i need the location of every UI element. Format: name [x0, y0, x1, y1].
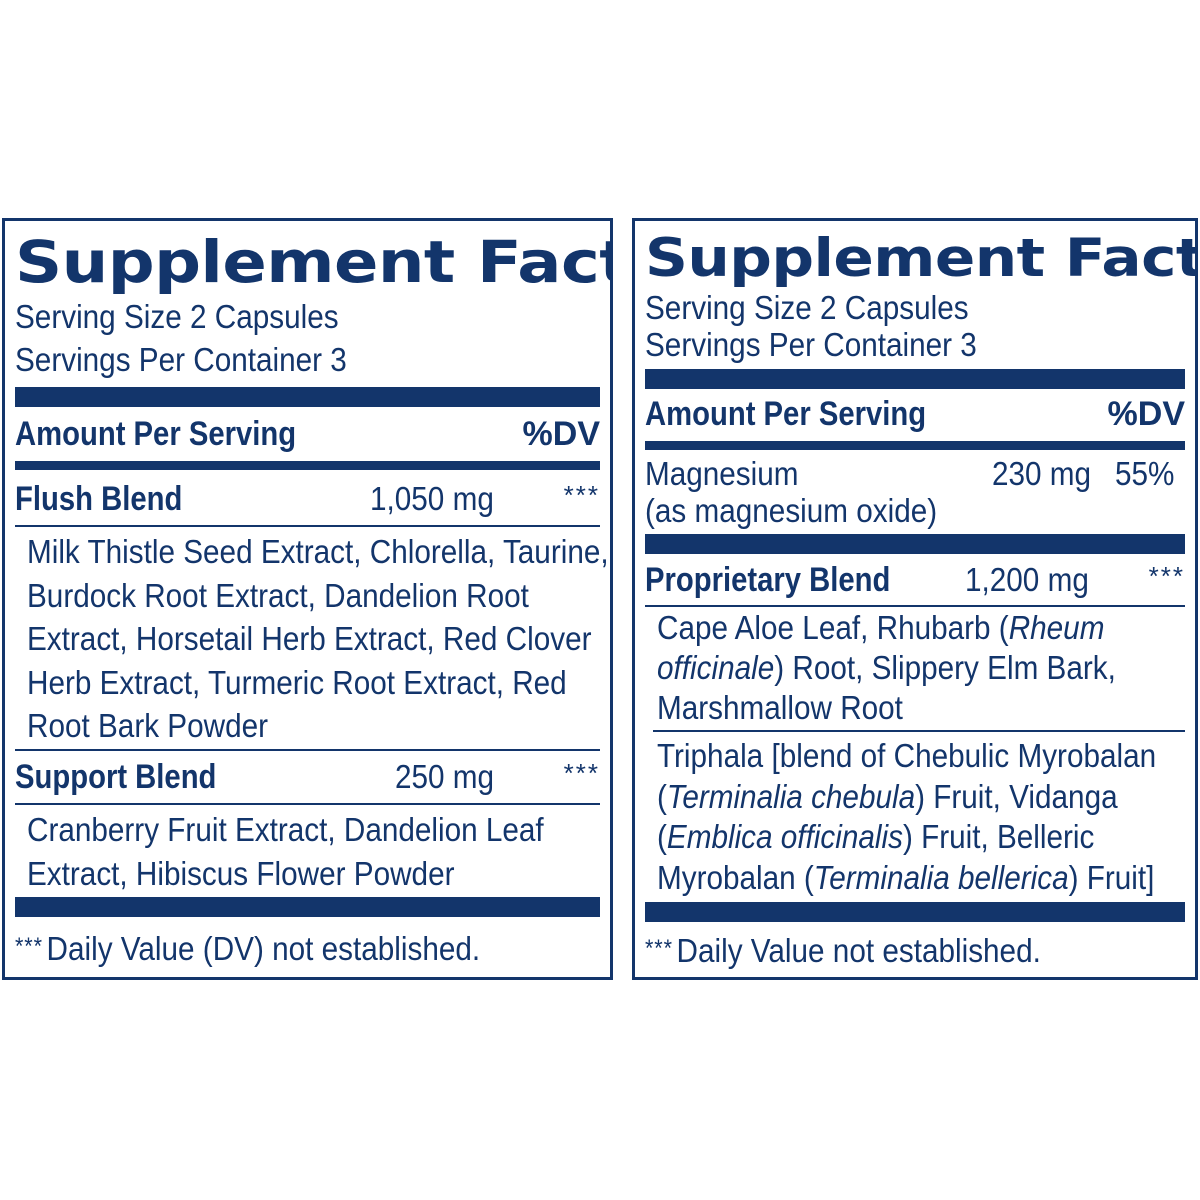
dv-header: %DV [1107, 395, 1185, 433]
magnesium-form: (as magnesium oxide) [645, 492, 938, 529]
support-blend-amount: 250 mg [395, 758, 495, 795]
medium-divider [645, 441, 1185, 450]
thick-divider [15, 387, 600, 407]
thick-divider [645, 534, 1185, 554]
serving-size: Serving Size 2 Capsules [645, 289, 969, 326]
magnesium-dv: 55% [1115, 455, 1175, 492]
supplement-facts-panel-right: Supplement Facts Serving Size 2 Capsules… [632, 218, 1198, 980]
supplement-facts-panel-left: Supplement Facts Serving Size 2 Capsules… [2, 218, 613, 980]
footnote-marker: *** [15, 933, 43, 960]
amount-header-row: Amount Per Serving %DV [645, 391, 1185, 437]
thin-divider [653, 730, 1185, 732]
support-blend-dv: *** [563, 758, 600, 788]
proprietary-blend-amount: 1,200 mg [965, 561, 1089, 598]
magnesium-row: Magnesium 230 mg 55% [645, 451, 1185, 497]
dv-header: %DV [522, 415, 600, 453]
thick-divider [645, 902, 1185, 922]
ingredient-latin-name: Rheum officinale [657, 609, 1105, 686]
amount-per-serving-label: Amount Per Serving [645, 395, 927, 433]
ingredient-text: Triphala [blend of Chebulic Myrobalan ( [657, 737, 1157, 815]
flush-blend-row: Flush Blend 1,050 mg *** [15, 476, 600, 522]
support-blend-row: Support Blend 250 mg *** [15, 754, 600, 800]
footnote: *** Daily Value (DV) not established. [15, 927, 480, 969]
proprietary-blend-ingredients-1: Cape Aloe Leaf, Rhubarb (Rheum officinal… [657, 608, 1161, 728]
amount-header-row: Amount Per Serving %DV [15, 411, 600, 457]
servings-per-container: Servings Per Container 3 [15, 341, 347, 378]
medium-divider [15, 461, 600, 470]
ingredient-text: ) Root, Slippery Elm Bark, Marshmallow R… [657, 649, 1116, 726]
flush-blend-ingredients: Milk Thistle Seed Extract, Chlorella, Ta… [27, 533, 609, 745]
support-blend-ingredients: Cranberry Fruit Extract, Dandelion Leaf … [27, 811, 544, 892]
amount-per-serving-label: Amount Per Serving [15, 415, 297, 453]
thick-divider [645, 369, 1185, 389]
ingredient-latin-name: Terminalia bellerica [813, 858, 1069, 896]
flush-blend-dv: *** [563, 480, 600, 510]
thin-divider [15, 803, 600, 805]
panel-title: Supplement Facts [645, 228, 1198, 289]
magnesium-amount: 230 mg [992, 455, 1092, 492]
footnote: *** Daily Value not established. [645, 929, 1041, 971]
panel-content: Supplement Facts Serving Size 2 Capsules… [15, 221, 610, 977]
thick-divider [15, 897, 600, 917]
footnote-marker: *** [645, 935, 673, 962]
ingredient-latin-name: Terminalia chebula [666, 777, 916, 815]
serving-size: Serving Size 2 Capsules [15, 298, 339, 335]
proprietary-blend-dv: *** [1148, 561, 1185, 591]
ingredient-text: ) Fruit, Belleric Myrobalan ( [657, 818, 1095, 896]
proprietary-blend-ingredients-2: Triphala [blend of Chebulic Myrobalan (T… [657, 736, 1193, 898]
footnote-text: Daily Value not established. [676, 932, 1041, 969]
flush-blend-amount: 1,050 mg [370, 480, 494, 517]
panel-title: Supplement Facts [15, 228, 613, 296]
footnote-text: Daily Value (DV) not established. [46, 930, 481, 967]
proprietary-blend-name: Proprietary Blend [645, 561, 891, 599]
thin-divider [15, 749, 600, 751]
magnesium-name: Magnesium [645, 455, 799, 492]
thin-divider [15, 525, 600, 527]
panel-content: Supplement Facts Serving Size 2 Capsules… [645, 221, 1195, 977]
ingredient-latin-name: Emblica officinalis [666, 818, 903, 855]
servings-per-container: Servings Per Container 3 [645, 326, 977, 363]
thin-divider [645, 605, 1185, 607]
ingredient-text: ) Fruit, Vidanga ( [657, 777, 1118, 856]
flush-blend-name: Flush Blend [15, 480, 183, 518]
ingredient-text: ) Fruit] [1068, 858, 1155, 896]
ingredient-text: Cape Aloe Leaf, Rhubarb ( [657, 609, 1009, 646]
proprietary-blend-row: Proprietary Blend 1,200 mg *** [645, 557, 1185, 603]
support-blend-name: Support Blend [15, 758, 217, 796]
